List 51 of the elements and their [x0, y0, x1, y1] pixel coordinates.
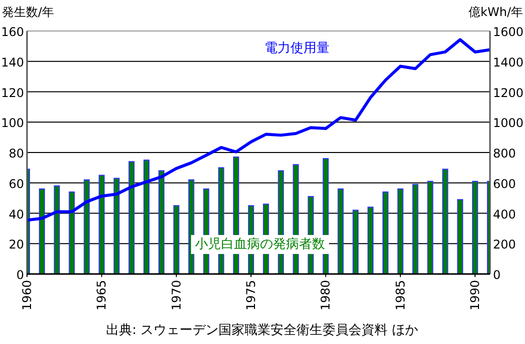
- bar: [143, 160, 150, 274]
- x-tick-label: 1990: [468, 280, 482, 311]
- y-axis-title: 発生数/年: [2, 5, 54, 19]
- bar: [368, 206, 374, 274]
- x-tick-label: 1985: [393, 280, 408, 311]
- x-tick-label: 1970: [169, 280, 184, 311]
- y2-tick-label: 600: [493, 176, 516, 191]
- bar: [173, 205, 180, 274]
- source-note: 出典: スウェーデン国家職業安全衛生委員会資料 ほか: [106, 322, 418, 338]
- bar: [38, 188, 45, 274]
- bar: [427, 180, 434, 274]
- bar: [352, 210, 359, 274]
- bar: [338, 188, 344, 274]
- bar: [412, 184, 418, 274]
- y2-tick-label: 200: [493, 238, 516, 252]
- y-tick-label: 60: [8, 176, 24, 191]
- y2-tick-label: 800: [493, 146, 516, 160]
- bar: [442, 168, 448, 274]
- y2-axis-title: 億kWh/年: [468, 5, 523, 19]
- x-tick-label: 1975: [244, 280, 258, 311]
- bar: [68, 191, 75, 274]
- line-series: [27, 38, 490, 222]
- y2-tick-label: 1400: [493, 55, 524, 70]
- bar: [54, 185, 60, 274]
- bar: [114, 178, 120, 274]
- y-tick-label: 140: [1, 55, 24, 70]
- x-tick-label: 1960: [20, 280, 34, 311]
- y-tick-label: 80: [8, 146, 24, 160]
- bar: [128, 161, 135, 274]
- bar: [84, 179, 90, 274]
- bar: [472, 180, 478, 274]
- bar: [382, 191, 388, 274]
- y2-tick-label: 1000: [493, 116, 524, 130]
- y2-tick-label: 400: [493, 207, 516, 222]
- bar: [98, 174, 105, 274]
- x-tick-label: 1980: [318, 280, 333, 311]
- bar: [158, 170, 164, 274]
- y2-tick-label: 1600: [493, 25, 524, 39]
- y-tick-label: 100: [1, 116, 24, 130]
- y2-tick-label: 0: [493, 268, 501, 282]
- y-tick-label: 0: [16, 268, 24, 282]
- bar: [457, 199, 464, 274]
- y2-tick-label: 1200: [493, 86, 524, 100]
- y-tick-label: 40: [8, 207, 24, 222]
- y-tick-label: 160: [1, 25, 24, 39]
- y-tick-label: 20: [8, 238, 24, 252]
- bar: [397, 188, 404, 274]
- text: 電力使用量: [264, 41, 330, 56]
- series-label: 小児白血病の発病者数: [195, 237, 325, 252]
- x-tick-label: 1965: [94, 280, 109, 311]
- y-tick-label: 120: [1, 86, 24, 100]
